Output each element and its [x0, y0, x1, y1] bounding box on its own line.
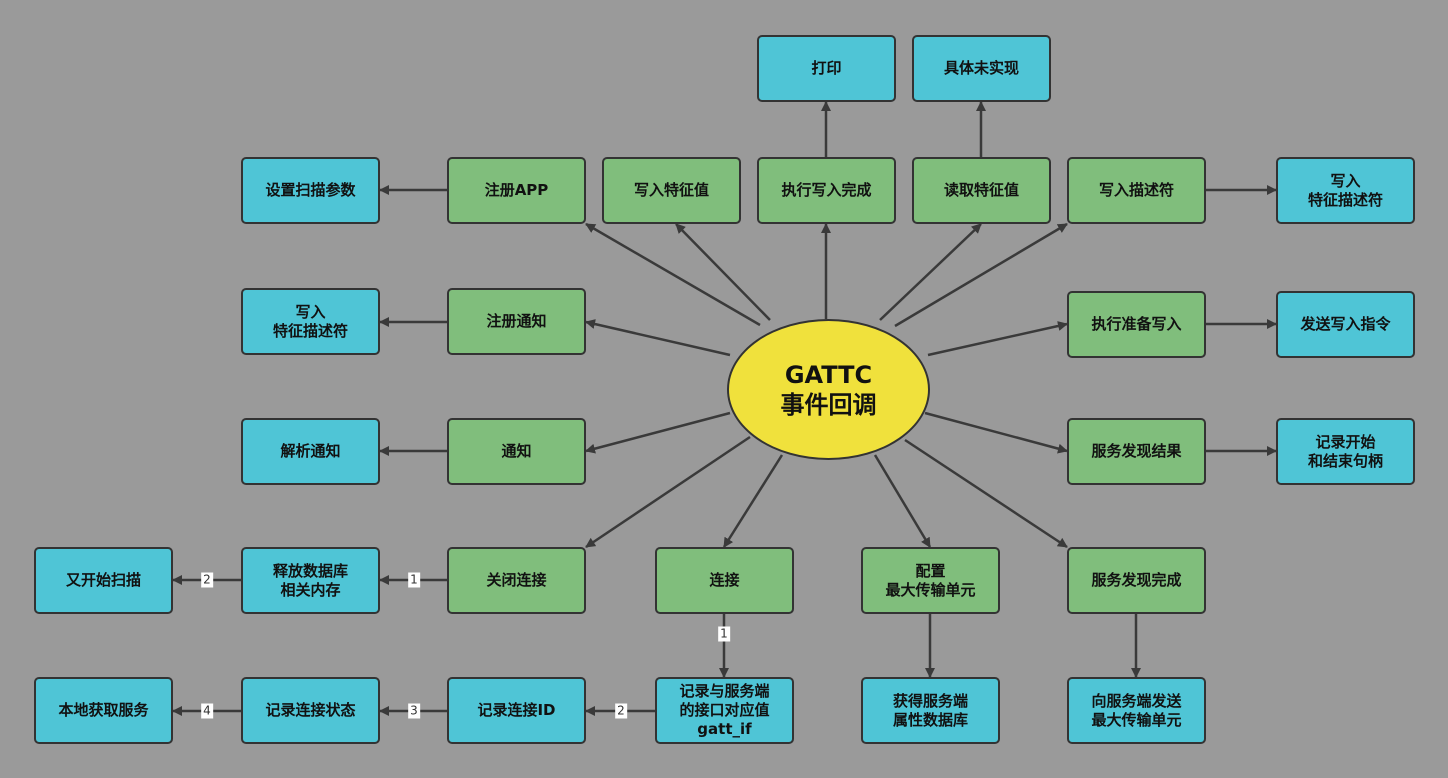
node-set-scan-params: 设置扫描参数 — [241, 157, 380, 224]
edge-from-center-to-read-char — [879, 223, 982, 321]
node-close: 关闭连接 — [447, 547, 586, 614]
node-get-server-db: 获得服务端 属性数据库 — [861, 677, 1000, 744]
edge-label-close-to-free: 1 — [408, 572, 420, 588]
node-read-char: 读取特征值 — [912, 157, 1051, 224]
node-record-conn-state: 记录连接状态 — [241, 677, 380, 744]
edge-label-gattif-to-connid: 2 — [615, 703, 627, 719]
node-exec-write-complete: 执行写入完成 — [757, 157, 896, 224]
edge-from-center-to-notify — [585, 411, 731, 454]
node-record-conn-id: 记录连接ID — [447, 677, 586, 744]
edge-from-center-to-config-mtu — [873, 454, 932, 548]
node-restart-scan: 又开始扫描 — [34, 547, 173, 614]
node-write-char-descr-right: 写入 特征描述符 — [1276, 157, 1415, 224]
node-parse-notify: 解析通知 — [241, 418, 380, 485]
node-config-mtu: 配置 最大传输单元 — [861, 547, 1000, 614]
edge-label-connect-to-gattif: 1 — [718, 626, 730, 642]
edge-from-center-to-close — [585, 435, 751, 549]
edge-from-center-to-register-app — [585, 222, 761, 327]
node-record-handles: 记录开始 和结束句柄 — [1276, 418, 1415, 485]
edge-label-free-to-restart: 2 — [201, 572, 213, 588]
edge-from-center-to-exec-prepare-write — [927, 321, 1068, 357]
node-notify: 通知 — [447, 418, 586, 485]
node-register-notify: 注册通知 — [447, 288, 586, 355]
node-connect: 连接 — [655, 547, 794, 614]
edge-from-center-to-search-complete — [904, 438, 1068, 549]
edge-from-center-to-search-result — [924, 411, 1068, 454]
edge-from-center-to-register-notify — [585, 319, 731, 357]
edge-label-connid-to-state: 3 — [408, 703, 420, 719]
node-local-get-service: 本地获取服务 — [34, 677, 173, 744]
node-send-mtu: 向服务端发送 最大传输单元 — [1067, 677, 1206, 744]
node-record-gatt-if: 记录与服务端 的接口对应值 gatt_if — [655, 677, 794, 744]
gattc-event-callback-center: GATTC 事件回调 — [727, 319, 930, 460]
node-exec-prepare-write: 执行准备写入 — [1067, 291, 1206, 358]
node-search-complete: 服务发现完成 — [1067, 547, 1206, 614]
edge-label-state-to-local: 4 — [201, 703, 213, 719]
node-search-result: 服务发现结果 — [1067, 418, 1206, 485]
node-write-char-descr-left: 写入 特征描述符 — [241, 288, 380, 355]
edge-from-center-to-connect — [722, 454, 784, 548]
edge-from-center-to-write-char — [675, 223, 771, 321]
node-not-implemented: 具体未实现 — [912, 35, 1051, 102]
edge-from-center-to-write-descr — [894, 222, 1068, 328]
node-register-app: 注册APP — [447, 157, 586, 224]
node-write-descr: 写入描述符 — [1067, 157, 1206, 224]
node-write-char: 写入特征值 — [602, 157, 741, 224]
node-print: 打印 — [757, 35, 896, 102]
node-send-write-cmd: 发送写入指令 — [1276, 291, 1415, 358]
node-free-db-mem: 释放数据库 相关内存 — [241, 547, 380, 614]
